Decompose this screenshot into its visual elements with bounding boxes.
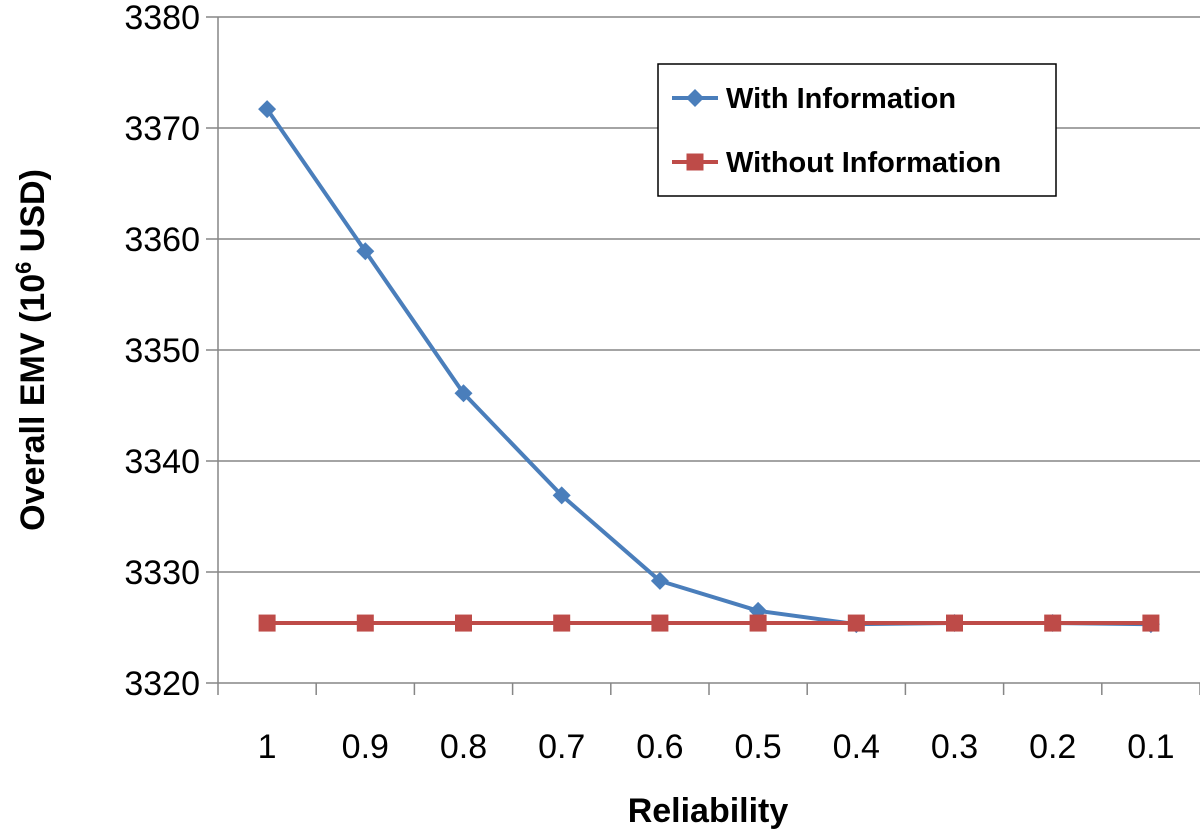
legend-entry-with-information: With Information	[672, 83, 956, 115]
legend-marker-without-information	[686, 153, 704, 171]
x-tick-labels: 1 0.9 0.8 0.7 0.6 0.5 0.4 0.3 0.2 0.1	[258, 728, 1175, 766]
y-tick-labels: 3320 3330 3340 3350 3360 3370 3380	[124, 0, 200, 703]
legend-box	[657, 63, 1057, 197]
legend-entry-without-information: Without Information	[672, 147, 1001, 179]
legend-marker-with-information	[686, 89, 704, 107]
data-point-with-information	[258, 100, 277, 119]
legend: With Information Without Information	[657, 63, 1057, 197]
data-point-without-information	[847, 614, 865, 632]
data-point-without-information	[946, 614, 963, 632]
y-axis-title-tail: USD)	[14, 169, 52, 262]
y-tick-label: 3330	[124, 554, 200, 592]
legend-label-without-information: Without Information	[726, 147, 1001, 179]
data-point-with-information	[454, 384, 473, 403]
x-tick-label: 0.2	[1029, 728, 1076, 766]
x-tick-label: 0.4	[833, 728, 880, 766]
data-point-without-information	[1142, 614, 1160, 632]
x-axis-title: Reliability	[628, 792, 789, 830]
x-tick-label: 0.5	[734, 728, 781, 766]
data-point-without-information	[258, 614, 276, 632]
y-axis-title: Overall EMV (106 USD)	[11, 169, 52, 531]
y-axis-title-main: Overall EMV (10	[14, 274, 52, 531]
data-point-without-information	[1044, 614, 1062, 632]
x-tick-label: 0.3	[931, 728, 978, 766]
x-tick-label: 0.6	[636, 728, 683, 766]
data-point-without-information	[455, 614, 472, 632]
y-tick-label: 3370	[124, 110, 200, 148]
x-tick-label: 0.9	[342, 728, 389, 766]
x-tick-label: 0.1	[1127, 728, 1174, 766]
y-tick-label: 3320	[124, 665, 200, 703]
data-point-without-information	[749, 614, 767, 632]
data-point-without-information	[651, 614, 669, 632]
data-point-without-information	[356, 614, 374, 632]
y-axis-title-superscript: 6	[11, 262, 36, 274]
x-tick-label: 0.7	[538, 728, 585, 766]
axes	[206, 16, 1200, 695]
legend-label-with-information: With Information	[726, 83, 956, 115]
y-tick-label: 3380	[124, 0, 200, 37]
data-point-with-information	[356, 242, 375, 261]
data-point-without-information	[553, 614, 571, 632]
series-without-information	[258, 614, 1160, 632]
y-tick-label: 3350	[124, 332, 200, 370]
data-point-with-information	[552, 486, 571, 505]
y-tick-label: 3340	[124, 443, 200, 481]
y-tick-label: 3360	[124, 221, 200, 259]
x-tick-label: 1	[258, 728, 277, 766]
x-tick-label: 0.8	[440, 728, 487, 766]
series-group	[258, 100, 1160, 634]
data-point-with-information	[650, 571, 669, 590]
